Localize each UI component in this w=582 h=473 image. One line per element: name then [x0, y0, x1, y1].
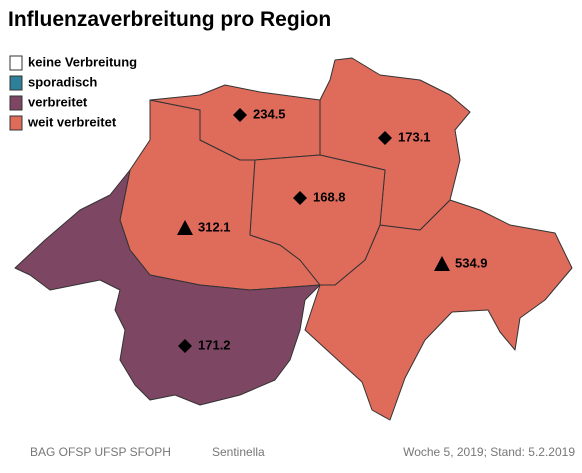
marker-triangle [434, 256, 450, 271]
legend-swatch [9, 95, 23, 111]
footer-system: Sentinella [212, 445, 265, 459]
legend-swatch [9, 55, 23, 71]
regions [14, 57, 573, 421]
marker-diamond [233, 108, 247, 122]
marker-triangle [177, 220, 193, 235]
legend-swatch [9, 115, 23, 131]
region-center [249, 154, 386, 286]
marker-diamond [293, 191, 307, 205]
footer-source: BAG OFSP UFSP SFOPH [30, 445, 171, 459]
region-value: 534.9 [455, 255, 488, 270]
legend-label: weit verbreitet [27, 114, 117, 129]
region-value: 173.1 [398, 129, 431, 144]
region-southwest [14, 169, 321, 406]
region-value: 234.5 [253, 106, 286, 121]
legend-label: keine Verbreitung [28, 54, 137, 69]
legend: keine Verbreitung sporadisch verbreitet wei… [9, 54, 137, 131]
region-value: 171.2 [198, 337, 231, 352]
marker-diamond [178, 339, 192, 353]
marker-diamond [378, 131, 392, 145]
legend-label: sporadisch [28, 74, 97, 89]
region-value: 168.8 [313, 189, 346, 204]
footer-date: Woche 5, 2019; Stand: 5.2.2019 [403, 445, 575, 459]
legend-swatch [9, 75, 23, 91]
region-value: 312.1 [198, 219, 231, 234]
markers: 234.5 173.1 168.8 312.1 534.9 171.2 [177, 106, 488, 353]
map-title: Influenzaverbreitung pro Region [8, 8, 331, 31]
legend-label: verbreitet [28, 94, 88, 109]
